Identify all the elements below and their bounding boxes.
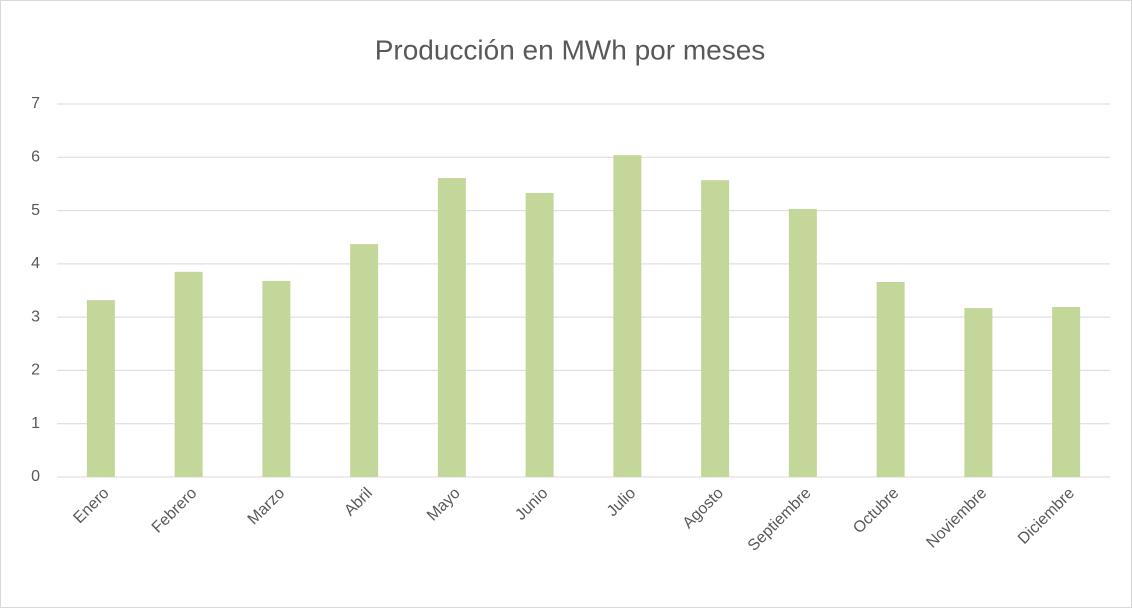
bar — [701, 180, 730, 477]
y-tick-label: 5 — [31, 202, 40, 219]
bar — [613, 155, 642, 477]
y-tick-label: 6 — [31, 149, 40, 166]
bar — [350, 244, 379, 477]
y-tick-label: 4 — [31, 255, 40, 272]
bar — [174, 271, 203, 477]
bar — [525, 192, 554, 478]
y-tick-label: 0 — [31, 468, 40, 485]
y-tick-label: 3 — [31, 308, 40, 325]
bar — [876, 281, 905, 477]
bar — [262, 280, 291, 477]
bar — [437, 178, 466, 477]
y-tick-label: 1 — [31, 415, 40, 432]
bar — [964, 308, 993, 477]
y-tick-label: 2 — [31, 362, 40, 379]
bar — [86, 300, 115, 477]
bar — [1052, 307, 1081, 477]
bar — [788, 208, 817, 478]
y-tick-label: 7 — [31, 95, 40, 112]
chart-title: Producción en MWh por meses — [375, 34, 766, 65]
